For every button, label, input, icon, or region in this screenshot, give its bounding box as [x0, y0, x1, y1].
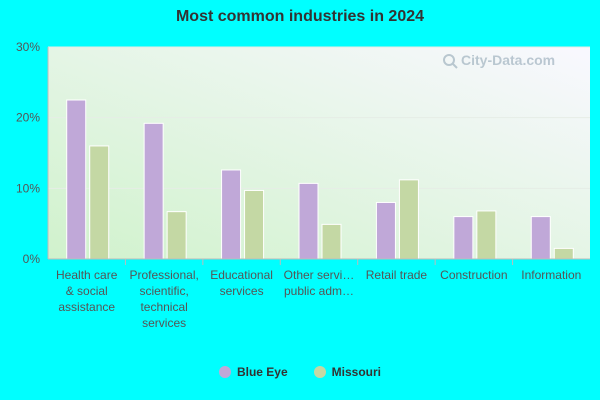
- bar-missouri: [321, 223, 342, 260]
- watermark: City-Data.com: [443, 52, 555, 69]
- legend-swatch-blue-eye: [218, 366, 231, 378]
- bar-missouri: [398, 179, 419, 260]
- legend: Blue Eye Missouri: [0, 365, 600, 379]
- bar-blue-eye: [298, 182, 319, 260]
- legend-label-blue-eye: Blue Eye: [236, 365, 288, 379]
- magnifier-icon: [443, 54, 455, 66]
- y-tick-label: 10%: [16, 181, 40, 195]
- chart-title: Most common industries in 2024: [175, 8, 425, 25]
- x-tick-label: Health care & social assistance: [56, 268, 118, 314]
- x-tick-label: Other servi… public adm…: [284, 268, 355, 298]
- bar-missouri: [553, 247, 574, 260]
- legend-item-blue-eye: Blue Eye: [218, 365, 288, 379]
- x-tick-label: Professional, scientific, technical service…: [129, 268, 198, 330]
- bar-blue-eye: [375, 201, 396, 260]
- bar-missouri: [166, 211, 187, 260]
- x-tick-label: Educational services: [210, 268, 273, 298]
- bar-blue-eye: [143, 122, 164, 260]
- bar-blue-eye: [530, 216, 551, 260]
- y-tick-label: 0%: [23, 252, 41, 266]
- legend-label-missouri: Missouri: [331, 365, 382, 379]
- watermark-text: City-Data.com: [461, 52, 555, 68]
- bar-missouri: [89, 145, 110, 260]
- x-tick-label: Retail trade: [366, 268, 428, 282]
- bar-blue-eye: [221, 169, 242, 260]
- x-tick-label: Construction: [440, 268, 507, 282]
- y-tick-label: 20%: [16, 111, 40, 125]
- bar-blue-eye: [66, 99, 87, 260]
- bar-missouri: [476, 210, 497, 260]
- y-tick-label: 30%: [16, 40, 40, 54]
- bar-missouri: [244, 189, 265, 260]
- x-tick-label: Information: [521, 268, 581, 282]
- plot-area: [48, 47, 590, 259]
- legend-swatch-missouri: [313, 366, 326, 378]
- bar-blue-eye: [453, 216, 474, 260]
- legend-item-missouri: Missouri: [313, 365, 382, 379]
